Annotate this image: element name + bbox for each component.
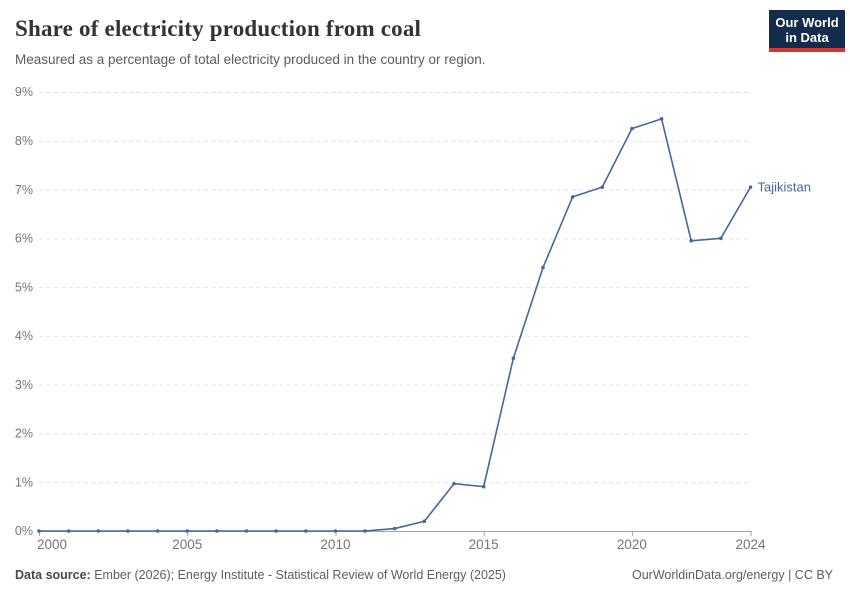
y-tick-label: 3% (15, 378, 33, 392)
x-tick-label: 2015 (469, 537, 499, 552)
data-point-marker[interactable] (630, 126, 634, 131)
series-line[interactable] (38, 118, 752, 532)
data-point-marker[interactable] (570, 195, 575, 199)
y-tick-label: 1% (15, 475, 33, 489)
data-point-marker[interactable] (422, 519, 427, 524)
data-point-marker[interactable] (600, 185, 605, 189)
data-point-marker[interactable] (689, 238, 694, 243)
logo-line-1: Our World (775, 15, 839, 30)
series-end-label[interactable]: Tajikistan (758, 180, 811, 195)
data-point-marker[interactable] (719, 236, 723, 241)
data-point-marker[interactable] (126, 529, 130, 533)
x-tick-label: 2010 (320, 537, 350, 552)
chart-title: Share of electricity production from coa… (15, 16, 422, 41)
chart-subtitle: Measured as a percentage of total electr… (15, 52, 486, 67)
y-tick-label: 2% (15, 427, 33, 441)
data-source-text: Ember (2026); Energy Institute - Statist… (90, 568, 506, 582)
data-point-marker[interactable] (392, 526, 397, 531)
data-point-marker[interactable] (333, 529, 338, 533)
x-tick-label: 2020 (617, 537, 647, 552)
data-source-label: Data source: (15, 568, 91, 582)
owid-logo[interactable]: Our World in Data (769, 10, 845, 52)
y-tick-label: 4% (15, 329, 33, 343)
data-point-marker[interactable] (481, 484, 486, 489)
logo-line-2: in Data (785, 30, 829, 45)
data-point-marker[interactable] (511, 356, 516, 361)
data-source: Data source: Ember (2026); Energy Instit… (15, 568, 506, 582)
data-point-marker[interactable] (37, 529, 41, 533)
y-tick-label: 6% (15, 232, 33, 246)
data-point-marker[interactable] (748, 185, 753, 189)
y-tick-label: 0% (15, 524, 33, 538)
x-tick-label: 2005 (172, 537, 202, 552)
y-tick-label: 5% (15, 280, 33, 294)
data-point-marker[interactable] (155, 529, 160, 533)
data-point-marker[interactable] (96, 529, 101, 533)
y-tick-label: 8% (15, 134, 33, 148)
y-tick-label: 9% (15, 85, 33, 99)
data-point-marker[interactable] (363, 529, 367, 533)
data-point-marker[interactable] (66, 529, 71, 533)
data-point-marker[interactable] (659, 117, 664, 121)
data-point-marker[interactable] (215, 529, 219, 533)
data-point-marker[interactable] (244, 529, 249, 533)
x-tick-label: 2000 (37, 537, 67, 552)
data-point-marker[interactable] (274, 529, 278, 533)
chart-footer: Data source: Ember (2026); Energy Instit… (15, 568, 833, 582)
data-point-marker[interactable] (304, 529, 308, 533)
footer-citation-link[interactable]: OurWorldinData.org/energy | CC BY (631, 568, 833, 582)
data-point-marker[interactable] (185, 529, 190, 533)
x-tick-label: 2024 (735, 537, 766, 552)
y-tick-label: 7% (15, 183, 33, 197)
data-point-marker[interactable] (452, 481, 456, 486)
data-point-marker[interactable] (541, 265, 545, 270)
